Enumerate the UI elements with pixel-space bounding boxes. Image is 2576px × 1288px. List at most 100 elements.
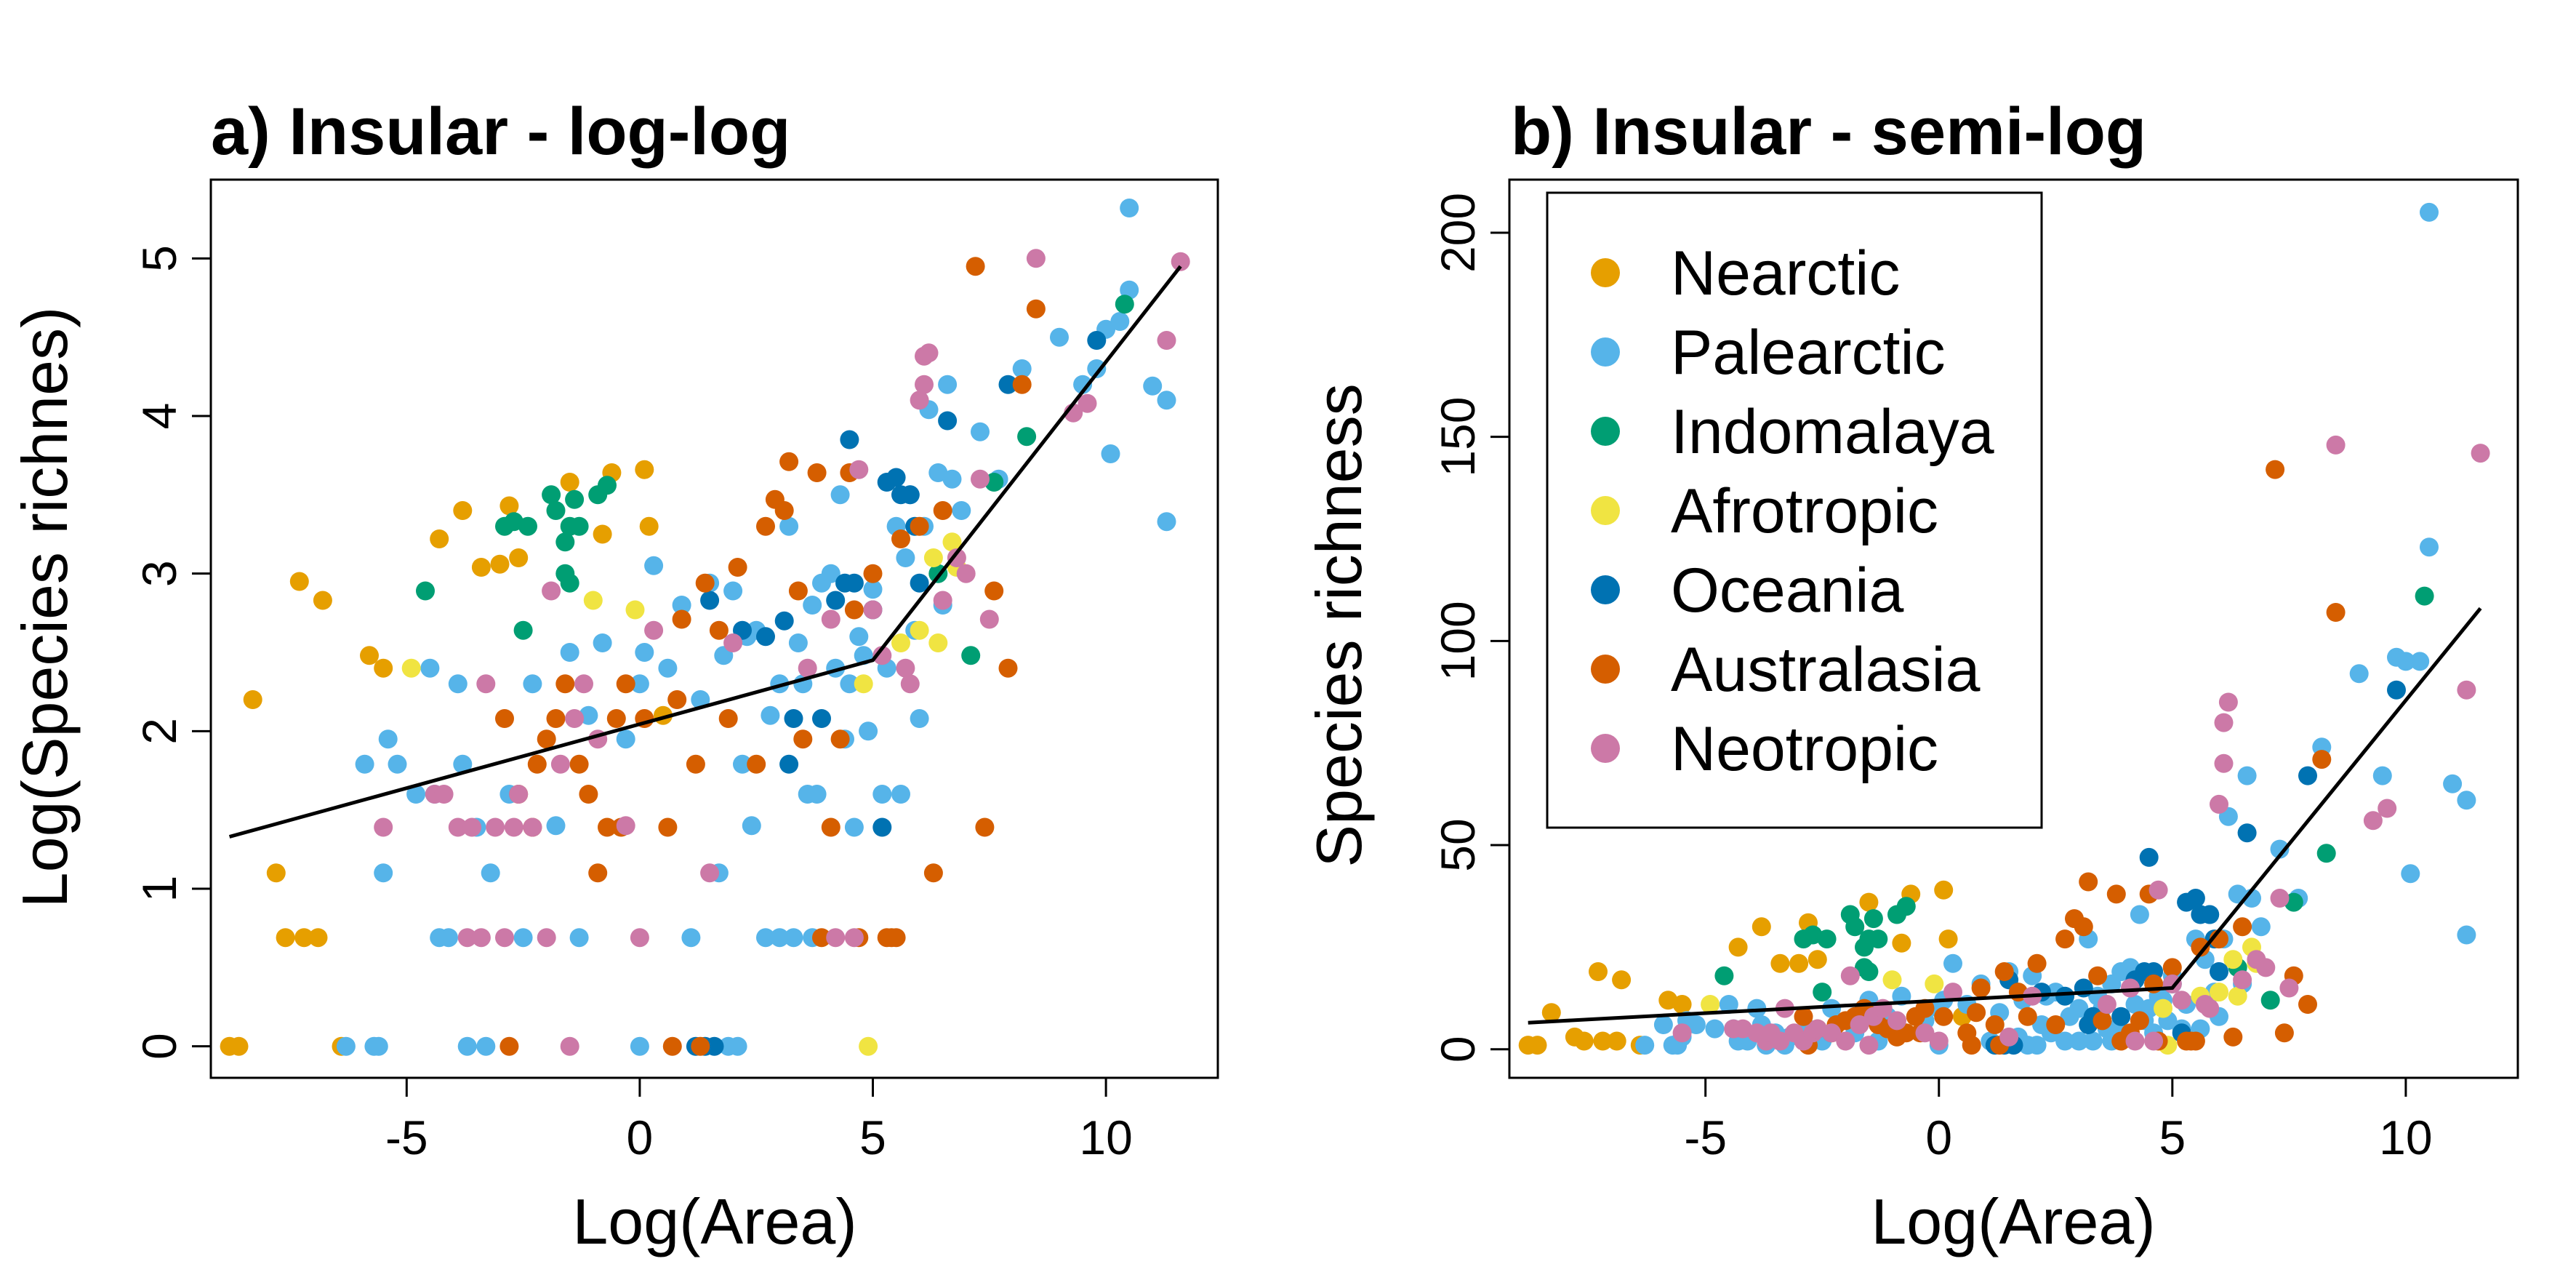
panel-a-point-nearctic [490,554,510,574]
panel-a-point-palearctic [616,729,635,749]
panel-a-point-neotropic [574,674,593,694]
panel-b-point-neotropic [2279,978,2299,998]
legend-swatch-neotropic [1591,734,1620,763]
panel-a-point-palearctic [1050,327,1069,347]
panel-b-point-australasia [1934,1007,1954,1026]
panel-a-point-oceania [774,611,794,631]
panel-b-point-neotropic [2148,880,2168,900]
panel-b-point-palearctic [2130,905,2149,924]
panel-a-point-neotropic [1171,252,1190,271]
panel-a-point-neotropic [457,928,477,948]
legend: Nearctic Palearctic Indomalaya Afrotropic Oc… [1546,191,2043,829]
panel-b-point-palearctic [1635,1036,1655,1055]
panel-a-point-palearctic [457,1036,477,1056]
panel-b-point-australasia [2223,1027,2243,1047]
panel-a-point-neotropic [434,785,454,804]
panel-b-point-australasia [2326,603,2346,622]
panel-b-point-neotropic [2270,889,2290,908]
panel-b-point-nearctic [1728,937,1748,957]
panel-b-point-neotropic [2097,995,2116,1014]
panel-a-point-oceania [872,817,892,837]
panel-a-point-palearctic [448,674,468,694]
panel-a-point-oceania [840,430,859,449]
panel-a-point-neotropic [700,863,720,883]
panel-b-fit-line-group [1528,607,2482,1025]
panel-b-ylabel: Species richness [1303,383,1375,867]
panel-b-point-australasia [1967,1003,1986,1023]
panel-a-point-nearctic [294,928,314,948]
panel-a-point-australasia [579,785,598,804]
panel-a-point-australasia [658,817,678,837]
panel-a-point-nearctic [289,572,309,591]
panel-a-point-neotropic [933,591,952,610]
panel-a-point-indomalaya [546,501,566,520]
panel-b-point-neotropic [1943,983,1962,1002]
panel-a-point-palearctic [420,658,440,678]
panel-b-y-tick-label: 100 [1431,601,1485,681]
panel-b-point-australasia [2093,1011,2112,1031]
panel-b-point-australasia [2274,1023,2294,1043]
panel-a-point-palearctic [513,928,533,948]
panel-b-point-nearctic [1938,929,1958,949]
panel-a-point-nearctic [639,516,659,536]
panel-b-point-palearctic [2018,1036,2037,1055]
panel-b-point-oceania [2200,905,2220,924]
panel-b-plot-frame [1508,178,2519,1079]
panel-a-point-indomalaya [565,489,585,509]
panel-b-point-indomalaya [1869,929,1888,949]
panel-b-point-palearctic [1705,1019,1725,1039]
panel-a-point-australasia [807,463,827,482]
panel-a: a) Insular - log-log Log(Area) Log(Speci… [9,95,1219,1257]
panel-a-point-nearctic [276,928,295,948]
panel-a-point-palearctic [635,643,654,662]
panel-a-point-palearctic [355,754,374,774]
panel-b-point-neotropic [2256,958,2276,977]
panel-b-point-neotropic [2214,713,2234,732]
panel-a-point-palearctic [863,580,883,599]
panel-b-point-australasia [2079,872,2098,892]
panel-a-point-palearctic [439,928,458,948]
panel-a-point-neotropic [947,548,966,567]
legend-label-neotropic: Neotropic [1671,714,1938,784]
panel-b-point-neotropic [2144,1031,2164,1051]
panel-a-point-palearctic [593,633,612,652]
panel-a-y-tick-label: 4 [132,403,186,430]
panel-a-point-neotropic [509,785,529,804]
legend-swatch-oceania [1591,575,1620,604]
panel-b-point-australasia [2046,1015,2066,1034]
panel-b-point-oceania [2210,962,2228,981]
panel-a-point-oceania [938,411,958,431]
panel-b-point-australasia [2266,460,2285,479]
panel-a-point-oceania [998,375,1018,394]
panel-a-point-palearctic [569,928,589,948]
panel-b-point-indomalaya [1896,897,1916,916]
panel-a-point-australasia [1026,299,1046,319]
panel-a-point-palearctic [374,863,393,883]
panel-b-point-afrotropic [1925,974,1944,993]
panel-b-point-oceania [2139,847,2159,867]
panel-b-fit-line [1528,607,2482,1025]
panel-b-point-palearctic [2401,864,2420,884]
panel-b-point-nearctic [1574,1031,1594,1051]
panel-b-point-oceania [2055,986,2075,1006]
panel-b-point-afrotropic [1701,995,1720,1014]
panel-b-point-neotropic [1887,1011,1906,1031]
panel-b-point-palearctic [1653,1015,1673,1034]
panel-a-point-nearctic [243,690,262,709]
panel-a-point-australasia [863,564,883,583]
panel-a-point-indomalaya [555,532,575,552]
panel-b-x-tick-label: 10 [2379,1111,2432,1164]
panel-b-point-nearctic [1612,970,1632,990]
panel-a-point-palearctic [1157,391,1176,410]
panel-b-point-australasia [2233,917,2252,937]
panel-a-point-australasia [686,754,705,774]
panel-b-y-tick-label: 200 [1431,193,1485,273]
panel-b-point-palearctic [2410,652,2430,671]
panel-a-point-indomalaya [542,485,561,505]
panel-b-point-neotropic [2214,753,2234,773]
panel-a-point-neotropic [565,709,585,728]
panel-a-y-tick-label: 2 [132,718,186,745]
panel-a-point-neotropic [630,928,649,948]
panel-b-point-nearctic [1789,953,1809,973]
panel-b-point-palearctic [2270,839,2290,859]
